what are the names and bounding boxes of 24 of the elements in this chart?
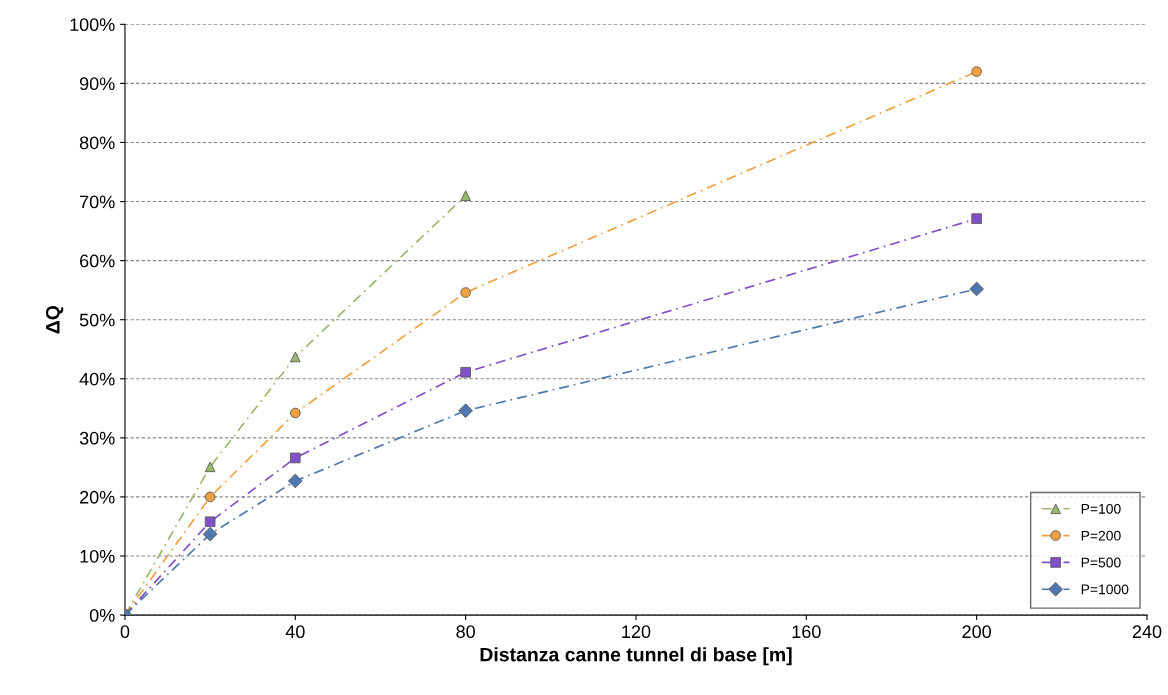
- y-tick-label: 100%: [70, 18, 115, 32]
- x-tick-label: 120: [622, 625, 651, 639]
- legend-label: P=200: [1081, 530, 1121, 541]
- y-tick-label: 0%: [89, 609, 115, 622]
- x-tick-label: 240: [1132, 625, 1162, 639]
- x-tick-label: 0: [120, 625, 130, 639]
- y-tick-label: 40%: [79, 372, 115, 386]
- y-tick-label: 90%: [79, 77, 115, 91]
- y-tick-label: 20%: [80, 490, 115, 504]
- y-tick-label: 10%: [80, 549, 115, 563]
- y-tick-label: 30%: [79, 431, 115, 445]
- x-tick-label: 160: [792, 625, 821, 639]
- y-tick-label: 60%: [80, 254, 115, 268]
- x-tick-label: 200: [962, 625, 991, 639]
- legend-label: P=100: [1081, 503, 1121, 514]
- legend-label: P=1000: [1081, 584, 1129, 595]
- x-axis-title: Distanza canne tunnel di base [m]: [480, 647, 792, 666]
- y-axis-title: ΔQ: [45, 305, 64, 334]
- y-tick-label: 70%: [80, 195, 115, 209]
- y-tick-label: 80%: [79, 136, 115, 150]
- x-tick-label: 40: [285, 625, 305, 639]
- y-tick-label: 50%: [79, 313, 115, 327]
- legend-label: P=500: [1081, 557, 1121, 568]
- x-tick-label: 80: [456, 625, 475, 639]
